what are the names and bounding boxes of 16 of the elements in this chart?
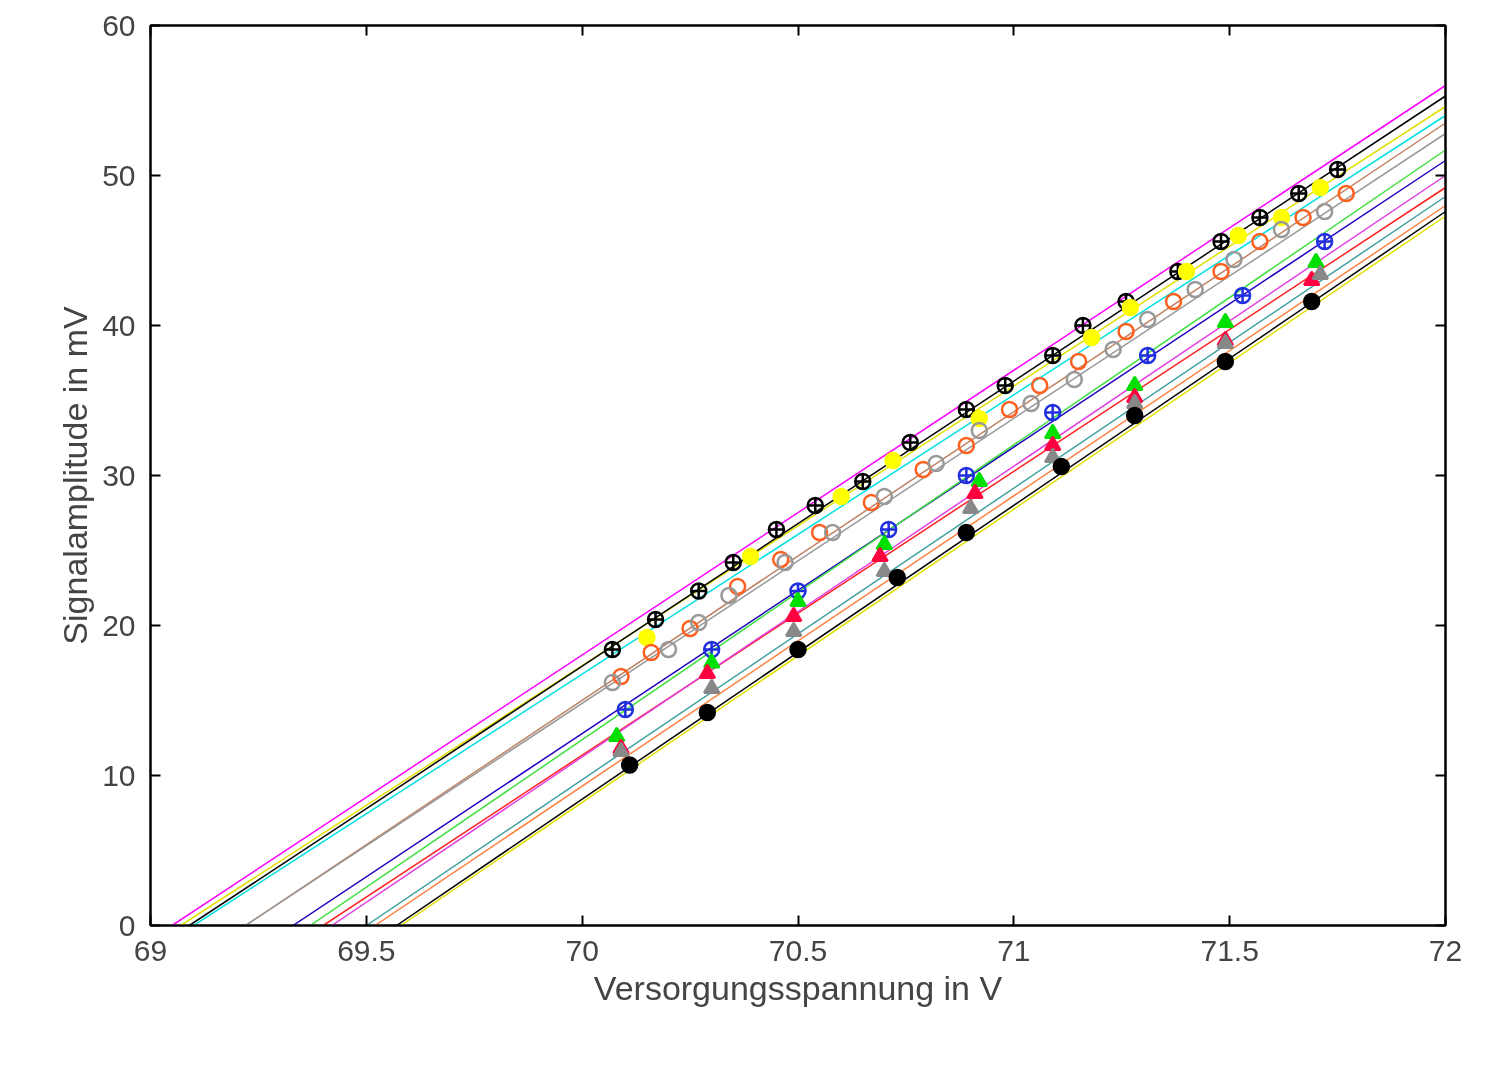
- y-tick-label: 0: [118, 908, 136, 942]
- x-axis-title: Versorgungsspannung in V: [593, 968, 1003, 1007]
- y-tick-label: 20: [102, 608, 136, 642]
- x-tick-label: 71.5: [1200, 933, 1259, 967]
- y-tick-label: 50: [102, 158, 136, 192]
- y-tick-label: 60: [102, 8, 136, 42]
- y-tick-label: 40: [102, 308, 136, 342]
- x-tick-label: 69.5: [337, 933, 396, 967]
- y-tick-label: 10: [102, 758, 136, 792]
- y-axis-title: Signalamplitude in mV: [56, 306, 95, 645]
- y-tick-label: 30: [102, 458, 136, 492]
- x-tick-label: 70.5: [768, 933, 828, 967]
- x-tick-label: 69: [133, 933, 168, 967]
- x-tick-label: 71: [997, 933, 1031, 967]
- x-tick-label: 70: [565, 933, 599, 967]
- x-tick-label: 72: [1428, 933, 1463, 967]
